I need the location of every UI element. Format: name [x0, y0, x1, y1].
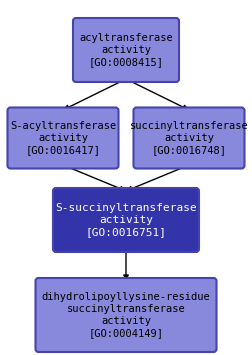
Text: dihydrolipoyllysine-residue
succinyltransferase
activity
[GO:0004149]: dihydrolipoyllysine-residue succinyltran… — [42, 292, 210, 338]
FancyBboxPatch shape — [134, 108, 244, 169]
Text: S-succinyltransferase
activity
[GO:0016751]: S-succinyltransferase activity [GO:00167… — [55, 203, 197, 237]
FancyBboxPatch shape — [53, 188, 199, 252]
Text: S-acyltransferase
activity
[GO:0016417]: S-acyltransferase activity [GO:0016417] — [10, 121, 116, 155]
Text: succinyltransferase
activity
[GO:0016748]: succinyltransferase activity [GO:0016748… — [130, 121, 248, 155]
FancyBboxPatch shape — [73, 18, 179, 82]
FancyBboxPatch shape — [8, 108, 118, 169]
Text: acyltransferase
activity
[GO:0008415]: acyltransferase activity [GO:0008415] — [79, 33, 173, 67]
FancyBboxPatch shape — [36, 278, 216, 352]
